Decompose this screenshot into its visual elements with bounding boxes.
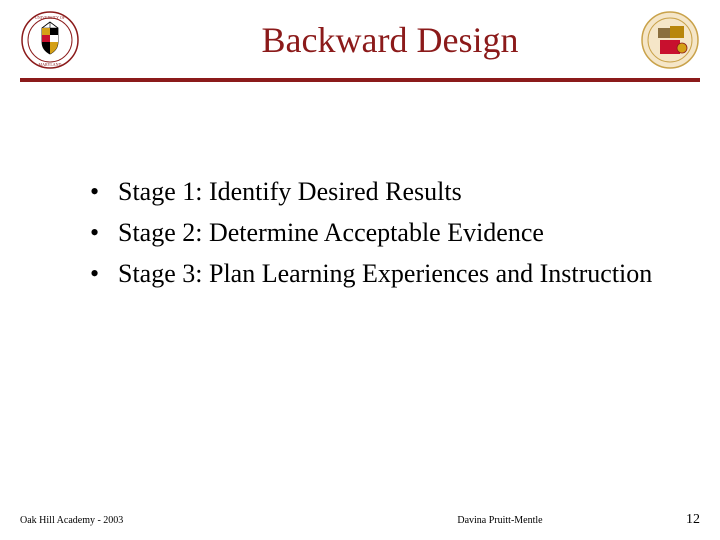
slide-body: • Stage 1: Identify Desired Results • St… [0,82,720,293]
footer-left-text: Oak Hill Academy - 2003 [20,515,340,526]
bullet-item: • Stage 2: Determine Acceptable Evidence [90,213,660,252]
bullet-marker: • [90,213,118,252]
bullet-marker: • [90,172,118,211]
bullet-item: • Stage 3: Plan Learning Experiences and… [90,254,660,293]
slide-title: Backward Design [150,19,630,61]
bullet-text: Stage 2: Determine Acceptable Evidence [118,213,660,252]
svg-text:UNIVERSITY OF: UNIVERSITY OF [35,15,66,20]
slide-footer: Oak Hill Academy - 2003 Davina Pruitt-Me… [0,512,720,528]
bullet-item: • Stage 1: Identify Desired Results [90,172,660,211]
bullet-text: Stage 1: Identify Desired Results [118,172,660,211]
bullet-marker: • [90,254,118,293]
university-seal-logo: UNIVERSITY OF MARYLAND [20,10,80,70]
page-number: 12 [660,512,700,528]
svg-text:MARYLAND: MARYLAND [39,62,62,67]
badge-logo [640,10,700,70]
footer-center-text: Davina Pruitt-Mentle [340,515,660,526]
bullet-text: Stage 3: Plan Learning Experiences and I… [118,254,660,293]
slide-header: UNIVERSITY OF MARYLAND Backward Design [0,0,720,70]
